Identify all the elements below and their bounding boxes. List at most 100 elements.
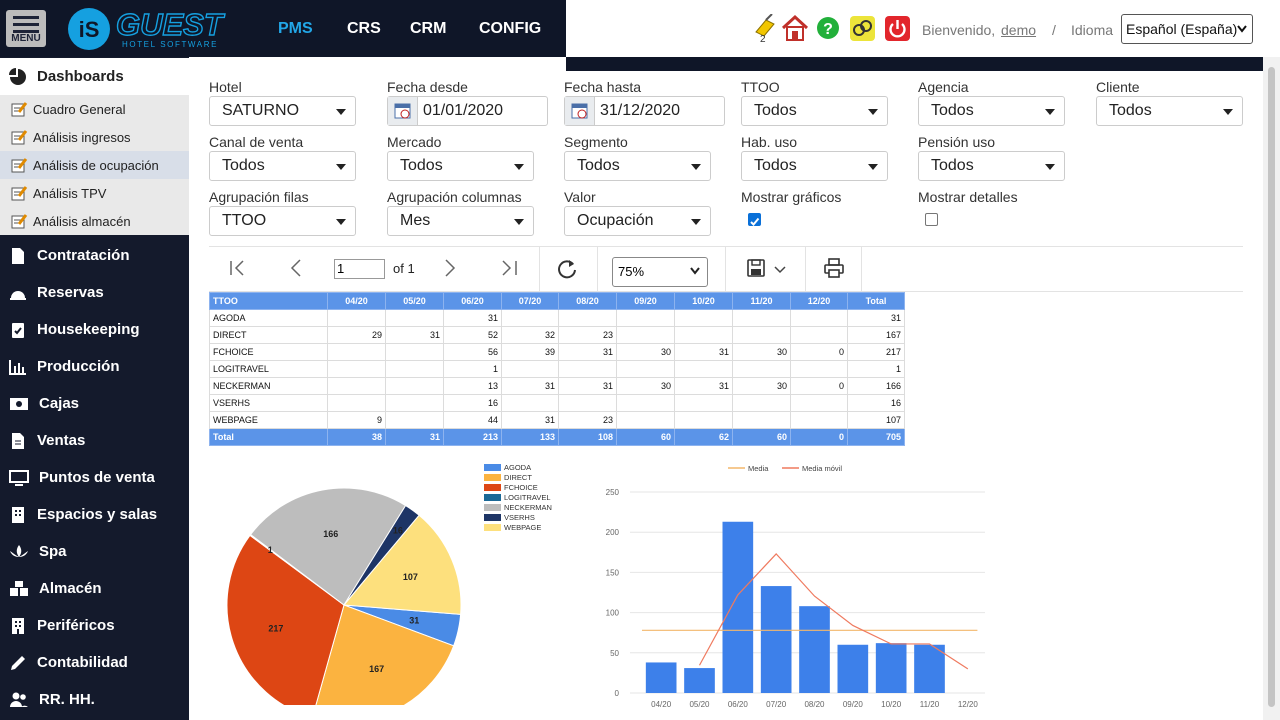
sidebar-item-reservas[interactable]: Reservas [0, 274, 189, 311]
prev-page-icon[interactable] [289, 259, 303, 277]
sidebar-item-espacios-salas[interactable]: Espacios y salas [0, 496, 189, 533]
save-icon[interactable] [746, 258, 766, 278]
cliente-select[interactable]: Todos [1096, 96, 1243, 126]
table-row: DIRECT 29 31 52 32 23 167 [209, 326, 905, 344]
value-cell: 44 [443, 411, 502, 429]
pie-slice [315, 604, 455, 705]
page-number-input[interactable]: 1 [334, 259, 385, 279]
calendar-icon[interactable] [388, 97, 418, 125]
nav-config[interactable]: CONFIG [479, 20, 542, 37]
menu-button[interactable]: MENU [6, 10, 46, 47]
ttoo-select[interactable]: Todos [741, 96, 888, 126]
bar [837, 644, 869, 693]
pie-slice-label: 31 [409, 616, 419, 626]
hab-uso-select[interactable]: Todos [741, 151, 888, 181]
sidebar-item-rrhh[interactable]: RR. HH. [0, 681, 189, 718]
zoom-select[interactable]: 75% [612, 257, 708, 287]
caret-down-icon [1223, 109, 1233, 115]
refresh-icon[interactable] [556, 258, 578, 280]
sidebar-item-produccion[interactable]: Producción [0, 348, 189, 385]
home-icon[interactable] [781, 14, 809, 42]
sidebar-item-spa[interactable]: Spa [0, 533, 189, 570]
hotel-label: Hotel [209, 79, 242, 95]
link-icon[interactable] [850, 16, 875, 41]
sidebar-item-perifericos[interactable]: Periféricos [0, 607, 189, 644]
canal-select[interactable]: Todos [209, 151, 356, 181]
nav-pms[interactable]: PMS [278, 20, 313, 37]
mercado-select[interactable]: Todos [387, 151, 534, 181]
agencia-select[interactable]: Todos [918, 96, 1065, 126]
chevron-down-icon[interactable] [774, 266, 786, 274]
row-label-cell: TTOO [209, 292, 328, 310]
table-row: AGODA 31 31 [209, 309, 905, 327]
hotel-value: SATURNO [222, 102, 300, 119]
sidebar-item-cajas[interactable]: Cajas [0, 385, 189, 422]
sidebar-sub-cuadro-general[interactable]: Cuadro General [0, 95, 189, 123]
nav-crs[interactable]: CRS [347, 20, 381, 37]
last-page-icon[interactable] [501, 260, 519, 276]
pension-uso-select[interactable]: Todos [918, 151, 1065, 181]
legend-label: LOGITRAVEL [504, 493, 551, 502]
first-page-icon[interactable] [229, 260, 247, 276]
sidebar-item-housekeeping[interactable]: Housekeeping [0, 311, 189, 348]
user-link[interactable]: demo [1001, 22, 1037, 38]
language-select[interactable]: Español (España) [1121, 14, 1253, 44]
bar [914, 644, 945, 693]
mostrar-graficos-label: Mostrar gráficos [741, 189, 842, 205]
value-cell: 705 [847, 428, 905, 446]
calendar-icon[interactable] [565, 97, 595, 125]
sidebar-item-contratacion[interactable]: Contratación [0, 237, 189, 274]
value-cell [385, 394, 444, 412]
mostrar-graficos-checkbox[interactable] [748, 213, 761, 226]
nav-crm[interactable]: CRM [410, 20, 447, 37]
value-cell: Total [847, 292, 905, 310]
mostrar-detalles-checkbox[interactable] [925, 213, 938, 226]
page-scrollbar[interactable] [1263, 57, 1280, 720]
bar-chart-icon [9, 359, 26, 375]
print-icon[interactable] [823, 257, 845, 279]
segmento-select[interactable]: Todos [564, 151, 711, 181]
fecha-hasta-input[interactable]: 31/12/2020 [564, 96, 725, 126]
valor-select[interactable]: Ocupación [564, 206, 711, 236]
sidebar-item-label: Housekeeping [37, 321, 140, 338]
value-cell: 31 [847, 309, 905, 327]
sidebar-sub-analisis-almacen[interactable]: Análisis almacén [0, 207, 189, 235]
cleaning-icon[interactable]: 2 [752, 14, 780, 44]
help-icon[interactable]: ? [816, 16, 840, 40]
cliente-label: Cliente [1096, 79, 1140, 95]
row-label-cell: LOGITRAVEL [209, 360, 328, 378]
sidebar-item-puntos-venta[interactable]: Puntos de venta [0, 459, 189, 496]
sidebar-sub-analisis-ingresos[interactable]: Análisis ingresos [0, 123, 189, 151]
sidebar-sub-analisis-ocupacion[interactable]: Análisis de ocupación [0, 151, 189, 179]
bar [760, 586, 792, 693]
value-cell [616, 360, 675, 378]
scrollbar-thumb[interactable] [1268, 67, 1275, 707]
value-cell [790, 394, 848, 412]
svg-text:iS: iS [79, 17, 100, 42]
value-cell: 04/20 [327, 292, 386, 310]
pension-uso-label: Pensión uso [918, 134, 996, 150]
sidebar-item-label: Periféricos [37, 617, 115, 634]
fecha-desde-input[interactable]: 01/01/2020 [387, 96, 548, 126]
value-cell: 39 [501, 343, 559, 361]
x-tick-label: 08/20 [804, 700, 825, 709]
money-icon [10, 397, 28, 410]
value-cell: 167 [847, 326, 905, 344]
value-cell [385, 411, 444, 429]
value-cell: 217 [847, 343, 905, 361]
notif-count: 2 [760, 34, 766, 44]
next-page-icon[interactable] [443, 259, 457, 277]
sidebar-sub-analisis-tpv[interactable]: Análisis TPV [0, 179, 189, 207]
hotel-select[interactable]: SATURNO [209, 96, 356, 126]
sidebar-item-contabilidad[interactable]: Contabilidad [0, 644, 189, 681]
row-label-cell: FCHOICE [209, 343, 328, 361]
power-icon[interactable] [885, 16, 910, 41]
y-tick-label: 200 [606, 528, 620, 537]
sidebar-item-ventas[interactable]: Ventas [0, 422, 189, 459]
agrupacion-columnas-select[interactable]: Mes [387, 206, 534, 236]
sidebar-item-dashboards[interactable]: Dashboards [0, 58, 189, 95]
sidebar-item-almacen[interactable]: Almacén [0, 570, 189, 607]
top-nav-dark: MENU iS GUEST HOTEL SOFTWARE PMS CRS CRM… [0, 0, 566, 57]
svg-text:?: ? [823, 21, 833, 38]
agrupacion-filas-select[interactable]: TTOO [209, 206, 356, 236]
